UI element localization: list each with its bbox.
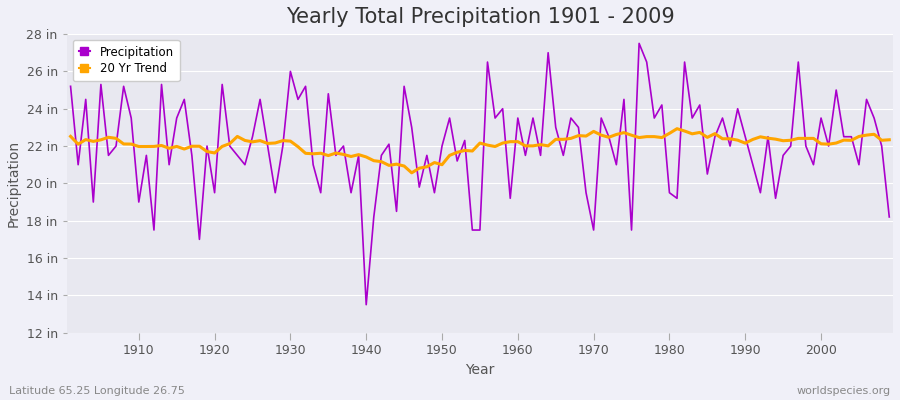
20 Yr Trend [292,144,303,149]
20 Yr Trend [65,134,76,139]
Line: 20 Yr Trend: 20 Yr Trend [70,129,889,173]
Precipitation [634,41,644,46]
Precipitation [884,214,895,219]
20 Yr Trend [126,142,137,146]
Precipitation [65,84,76,89]
20 Yr Trend [338,152,349,157]
Line: Precipitation: Precipitation [70,43,889,305]
Precipitation [611,162,622,167]
Precipitation [126,116,137,120]
Precipitation [361,302,372,307]
20 Yr Trend [611,132,622,137]
X-axis label: Year: Year [465,363,495,377]
Precipitation [520,153,531,158]
20 Yr Trend [520,144,531,148]
Text: Latitude 65.25 Longitude 26.75: Latitude 65.25 Longitude 26.75 [9,386,184,396]
Legend: Precipitation, 20 Yr Trend: Precipitation, 20 Yr Trend [73,40,180,81]
20 Yr Trend [884,137,895,142]
Text: worldspecies.org: worldspecies.org [796,386,891,396]
20 Yr Trend [406,170,417,175]
Precipitation [512,116,523,120]
20 Yr Trend [512,139,523,144]
Title: Yearly Total Precipitation 1901 - 2009: Yearly Total Precipitation 1901 - 2009 [285,7,674,27]
Precipitation [292,97,303,102]
Precipitation [338,144,349,148]
20 Yr Trend [671,126,682,131]
Y-axis label: Precipitation: Precipitation [7,140,21,227]
